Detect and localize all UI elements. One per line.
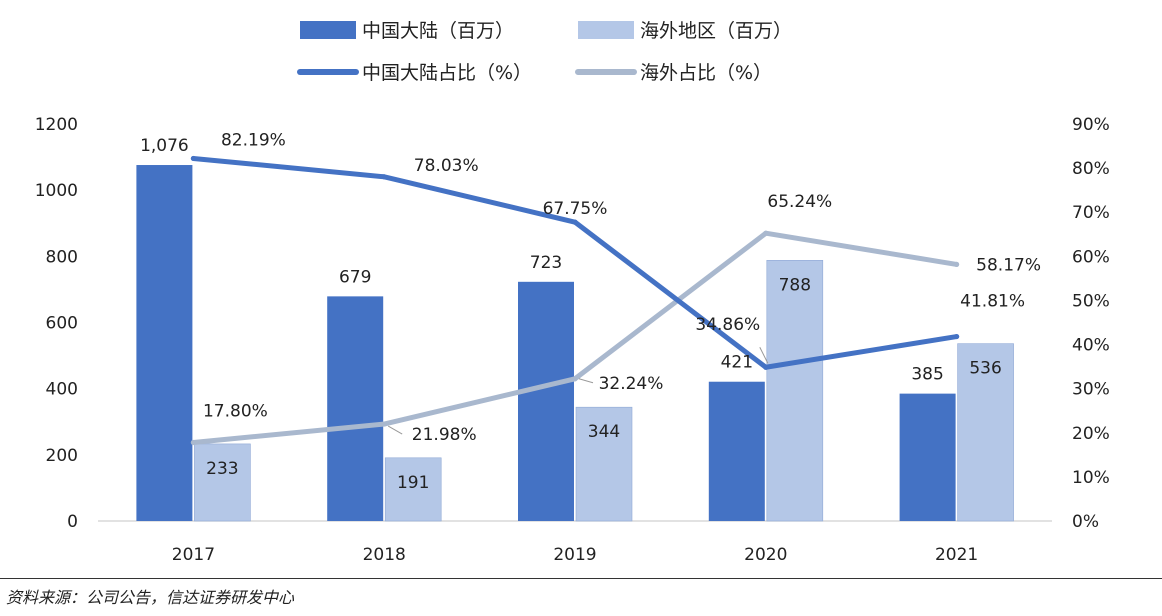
x-tick-label: 2021	[935, 545, 978, 565]
line-overseas-pct-point	[954, 261, 960, 268]
legend-label: 海外占比（%）	[640, 62, 772, 84]
line-mainland-pct-point	[190, 155, 196, 162]
y-right-tick-label: 10%	[1072, 468, 1110, 488]
legend: 中国大陆（百万） 海外地区（百万） 中国大陆占比（%） 海外占比（%）	[297, 20, 792, 84]
line-mainland-pct-point	[763, 364, 769, 370]
label-leader-line	[759, 347, 769, 364]
x-tick-label: 2018	[363, 545, 406, 565]
y-right-tick-label: 90%	[1072, 115, 1110, 135]
x-tick-label: 2019	[553, 545, 596, 565]
y-left-tick-label: 0	[67, 512, 78, 532]
y-axis-left: 0 200 400 600 800 1000 1200	[35, 115, 78, 532]
bar-overseas	[766, 260, 824, 522]
line-mainland-pct-label: 82.19%	[221, 130, 286, 150]
line-mainland-pct-point	[381, 174, 387, 180]
bar-overseas-label: 536	[969, 359, 1001, 379]
line-mainland-pct-point	[954, 333, 960, 340]
y-right-tick-label: 40%	[1072, 336, 1110, 356]
line-overseas-pct-label: 32.24%	[599, 374, 664, 394]
bar-overseas-label: 191	[397, 473, 429, 493]
bar-mainland-label: 385	[911, 365, 943, 385]
y-left-tick-label: 800	[46, 247, 78, 267]
source-note: 资料来源：公司公告，信达证券研发中心	[6, 588, 295, 607]
y-left-tick-label: 1000	[35, 181, 78, 201]
y-left-tick-label: 200	[46, 446, 78, 466]
bar-mainland	[518, 281, 574, 521]
bar-mainland	[708, 381, 765, 521]
bar-overseas-label: 788	[779, 275, 811, 295]
line-overseas-pct-point	[763, 230, 769, 236]
line-overseas-pct-point	[572, 376, 578, 382]
bar-mainland-label: 421	[721, 353, 753, 373]
bar-overseas	[957, 343, 1014, 522]
legend-label: 海外地区（百万）	[640, 20, 792, 42]
line-mainland-pct-label: 67.75%	[543, 199, 608, 219]
line-overseas-pct-label: 65.24%	[767, 192, 832, 212]
y-right-tick-label: 80%	[1072, 159, 1110, 179]
line-overseas-pct	[190, 230, 960, 445]
line-mainland-pct-label: 34.86%	[695, 315, 760, 335]
line-overseas-pct-label: 17.80%	[203, 401, 268, 421]
legend-swatch-bar	[300, 21, 356, 39]
line-overseas-pct-label: 58.17%	[976, 255, 1041, 275]
lines	[190, 155, 960, 446]
y-left-tick-label: 600	[46, 314, 78, 334]
data-labels: 1,076 679 723 421 385 233 191 344 788 536 82.19% 78…	[140, 130, 1041, 492]
bar-mainland	[136, 165, 193, 522]
y-right-tick-label: 50%	[1072, 291, 1110, 311]
bar-mainland	[327, 296, 384, 521]
x-tick-label: 2017	[172, 545, 215, 565]
y-right-tick-label: 0%	[1072, 512, 1099, 532]
y-left-tick-label: 1200	[35, 115, 78, 135]
legend-swatch-bar	[578, 21, 634, 39]
legend-label: 中国大陆（百万）	[362, 20, 514, 42]
x-axis: 2017 2018 2019 2020 2021	[98, 520, 1052, 565]
bar-mainland-label: 1,076	[140, 136, 189, 156]
bar-overseas	[575, 406, 633, 522]
bar-mainland	[899, 393, 956, 521]
y-right-tick-label: 70%	[1072, 203, 1110, 223]
line-mainland-pct	[190, 155, 960, 370]
y-left-tick-label: 400	[46, 380, 78, 400]
bars	[136, 165, 1014, 522]
line-mainland-pct-label: 41.81%	[960, 292, 1025, 312]
label-leader-line	[387, 425, 403, 435]
bar-mainland-label: 723	[530, 253, 562, 273]
x-tick-label: 2020	[744, 545, 787, 565]
bar-overseas-label: 233	[206, 459, 238, 479]
bar-overseas	[384, 457, 442, 522]
label-leader-line	[578, 378, 594, 384]
y-right-tick-label: 20%	[1072, 424, 1110, 444]
line-overseas-pct-point	[381, 421, 387, 427]
line-overseas-pct-label: 21.98%	[412, 425, 477, 445]
line-overseas-pct-point	[190, 439, 196, 446]
source-divider	[0, 578, 1162, 579]
line-mainland-pct-label: 78.03%	[414, 156, 479, 176]
bar-overseas	[194, 443, 251, 522]
line-mainland-pct-point	[572, 219, 578, 225]
bar-overseas-label: 344	[588, 422, 620, 442]
legend-label: 中国大陆占比（%）	[362, 62, 532, 84]
y-axis-right: 0% 10% 20% 30% 40% 50% 60% 70% 80% 90%	[1072, 115, 1110, 532]
y-right-tick-label: 30%	[1072, 380, 1110, 400]
y-right-tick-label: 60%	[1072, 247, 1110, 267]
bar-mainland-label: 679	[339, 267, 371, 287]
